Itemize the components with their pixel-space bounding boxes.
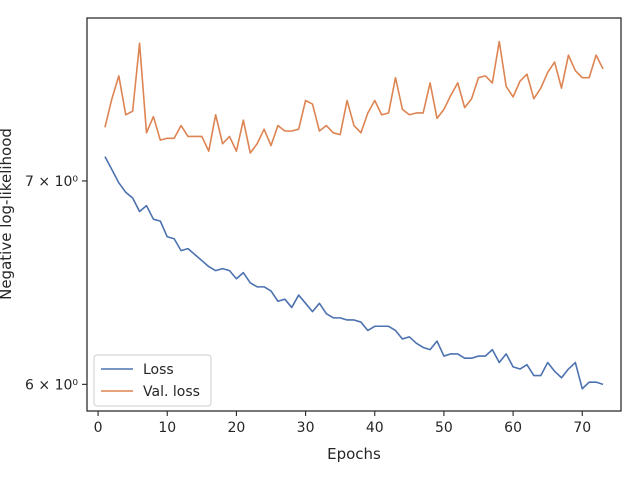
series-layer [104, 40, 604, 390]
y-tick-label: 7 × 10⁰ [25, 174, 78, 190]
x-axis-label: Epochs [327, 445, 381, 463]
legend-box [93, 354, 212, 407]
legend-label-val-loss: Val. loss [143, 384, 200, 400]
y-axis: 6 × 10⁰ 7 × 10⁰ [25, 174, 87, 393]
y-tick-label: 6 × 10⁰ [25, 377, 78, 393]
x-tick-label: 40 [366, 420, 384, 436]
legend: Loss Val. loss [93, 354, 212, 407]
x-tick-label: 20 [227, 420, 245, 436]
x-tick-label: 70 [573, 420, 591, 436]
series-line-loss [104, 156, 604, 390]
x-tick-label: 0 [94, 420, 103, 436]
legend-label-loss: Loss [143, 362, 174, 378]
series-line-val-loss [104, 40, 604, 154]
y-axis-label: Negative log-likelihood [0, 128, 15, 300]
x-tick-label: 30 [297, 420, 315, 436]
plot-frame [86, 17, 622, 412]
x-tick-label: 10 [158, 420, 176, 436]
x-axis: 0 10 20 30 40 50 60 70 [94, 411, 591, 436]
x-tick-label: 50 [435, 420, 453, 436]
x-tick-label: 60 [504, 420, 522, 436]
